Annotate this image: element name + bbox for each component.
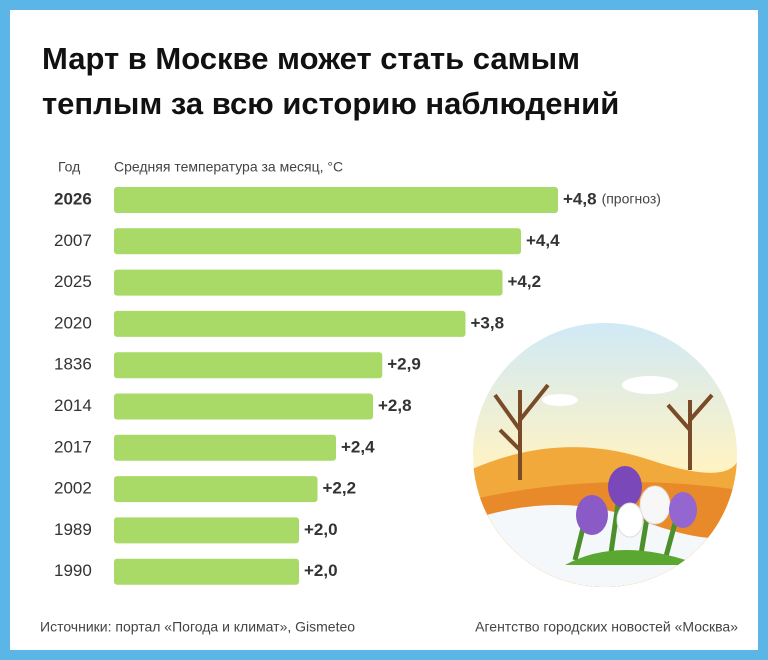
bar bbox=[114, 393, 373, 420]
y-tick-label: 1989 bbox=[54, 520, 92, 539]
value-label: +4,8 bbox=[563, 189, 597, 208]
y-tick-label: 1836 bbox=[54, 355, 92, 374]
y-tick-label: 2007 bbox=[54, 231, 92, 250]
flower bbox=[639, 485, 671, 525]
flower bbox=[608, 466, 642, 508]
bar bbox=[114, 352, 383, 379]
value-label: +2,4 bbox=[341, 437, 375, 456]
value-label: +2,0 bbox=[304, 520, 338, 539]
x-axis-title: Средняя температура за месяц, °С bbox=[114, 159, 343, 175]
y-tick-label: 2020 bbox=[54, 313, 92, 332]
tree bbox=[493, 383, 550, 480]
y-tick-label: 2014 bbox=[54, 396, 92, 415]
tree bbox=[666, 393, 714, 470]
y-tick-label: 2017 bbox=[54, 437, 92, 456]
value-label: +2,2 bbox=[323, 479, 357, 498]
sources: Источники: портал «Погода и климат», Gis… bbox=[40, 619, 355, 635]
value-label: +2,0 bbox=[304, 561, 338, 580]
bar bbox=[114, 517, 299, 544]
bar bbox=[114, 269, 503, 296]
value-label: +2,9 bbox=[387, 355, 421, 374]
y-tick-label: 1990 bbox=[54, 561, 92, 580]
flower bbox=[616, 502, 644, 538]
value-label: +4,4 bbox=[526, 231, 560, 250]
leaves bbox=[565, 550, 700, 565]
annotation: (прогноз) bbox=[602, 191, 661, 207]
agency: Агентство городских новостей «Москва» bbox=[475, 619, 738, 635]
bar bbox=[114, 228, 521, 255]
value-label: +4,2 bbox=[508, 272, 542, 291]
cloud bbox=[542, 394, 578, 406]
bar bbox=[114, 558, 299, 585]
y-tick-label: 2026 bbox=[54, 189, 92, 208]
y-tick-label: 2025 bbox=[54, 272, 92, 291]
cloud bbox=[622, 376, 678, 394]
bar bbox=[114, 434, 336, 461]
crocuses bbox=[565, 466, 700, 565]
illustration bbox=[473, 323, 737, 587]
y-axis-title: Год bbox=[58, 159, 80, 175]
bar bbox=[114, 310, 466, 337]
bar bbox=[114, 476, 318, 503]
y-tick-label: 2002 bbox=[54, 479, 92, 498]
value-label: +3,8 bbox=[471, 313, 505, 332]
title: Март в Москве может стать самым теплым з… bbox=[42, 41, 620, 121]
flower bbox=[669, 492, 697, 528]
flower bbox=[576, 495, 608, 535]
value-label: +2,8 bbox=[378, 396, 412, 415]
bar bbox=[114, 187, 558, 213]
